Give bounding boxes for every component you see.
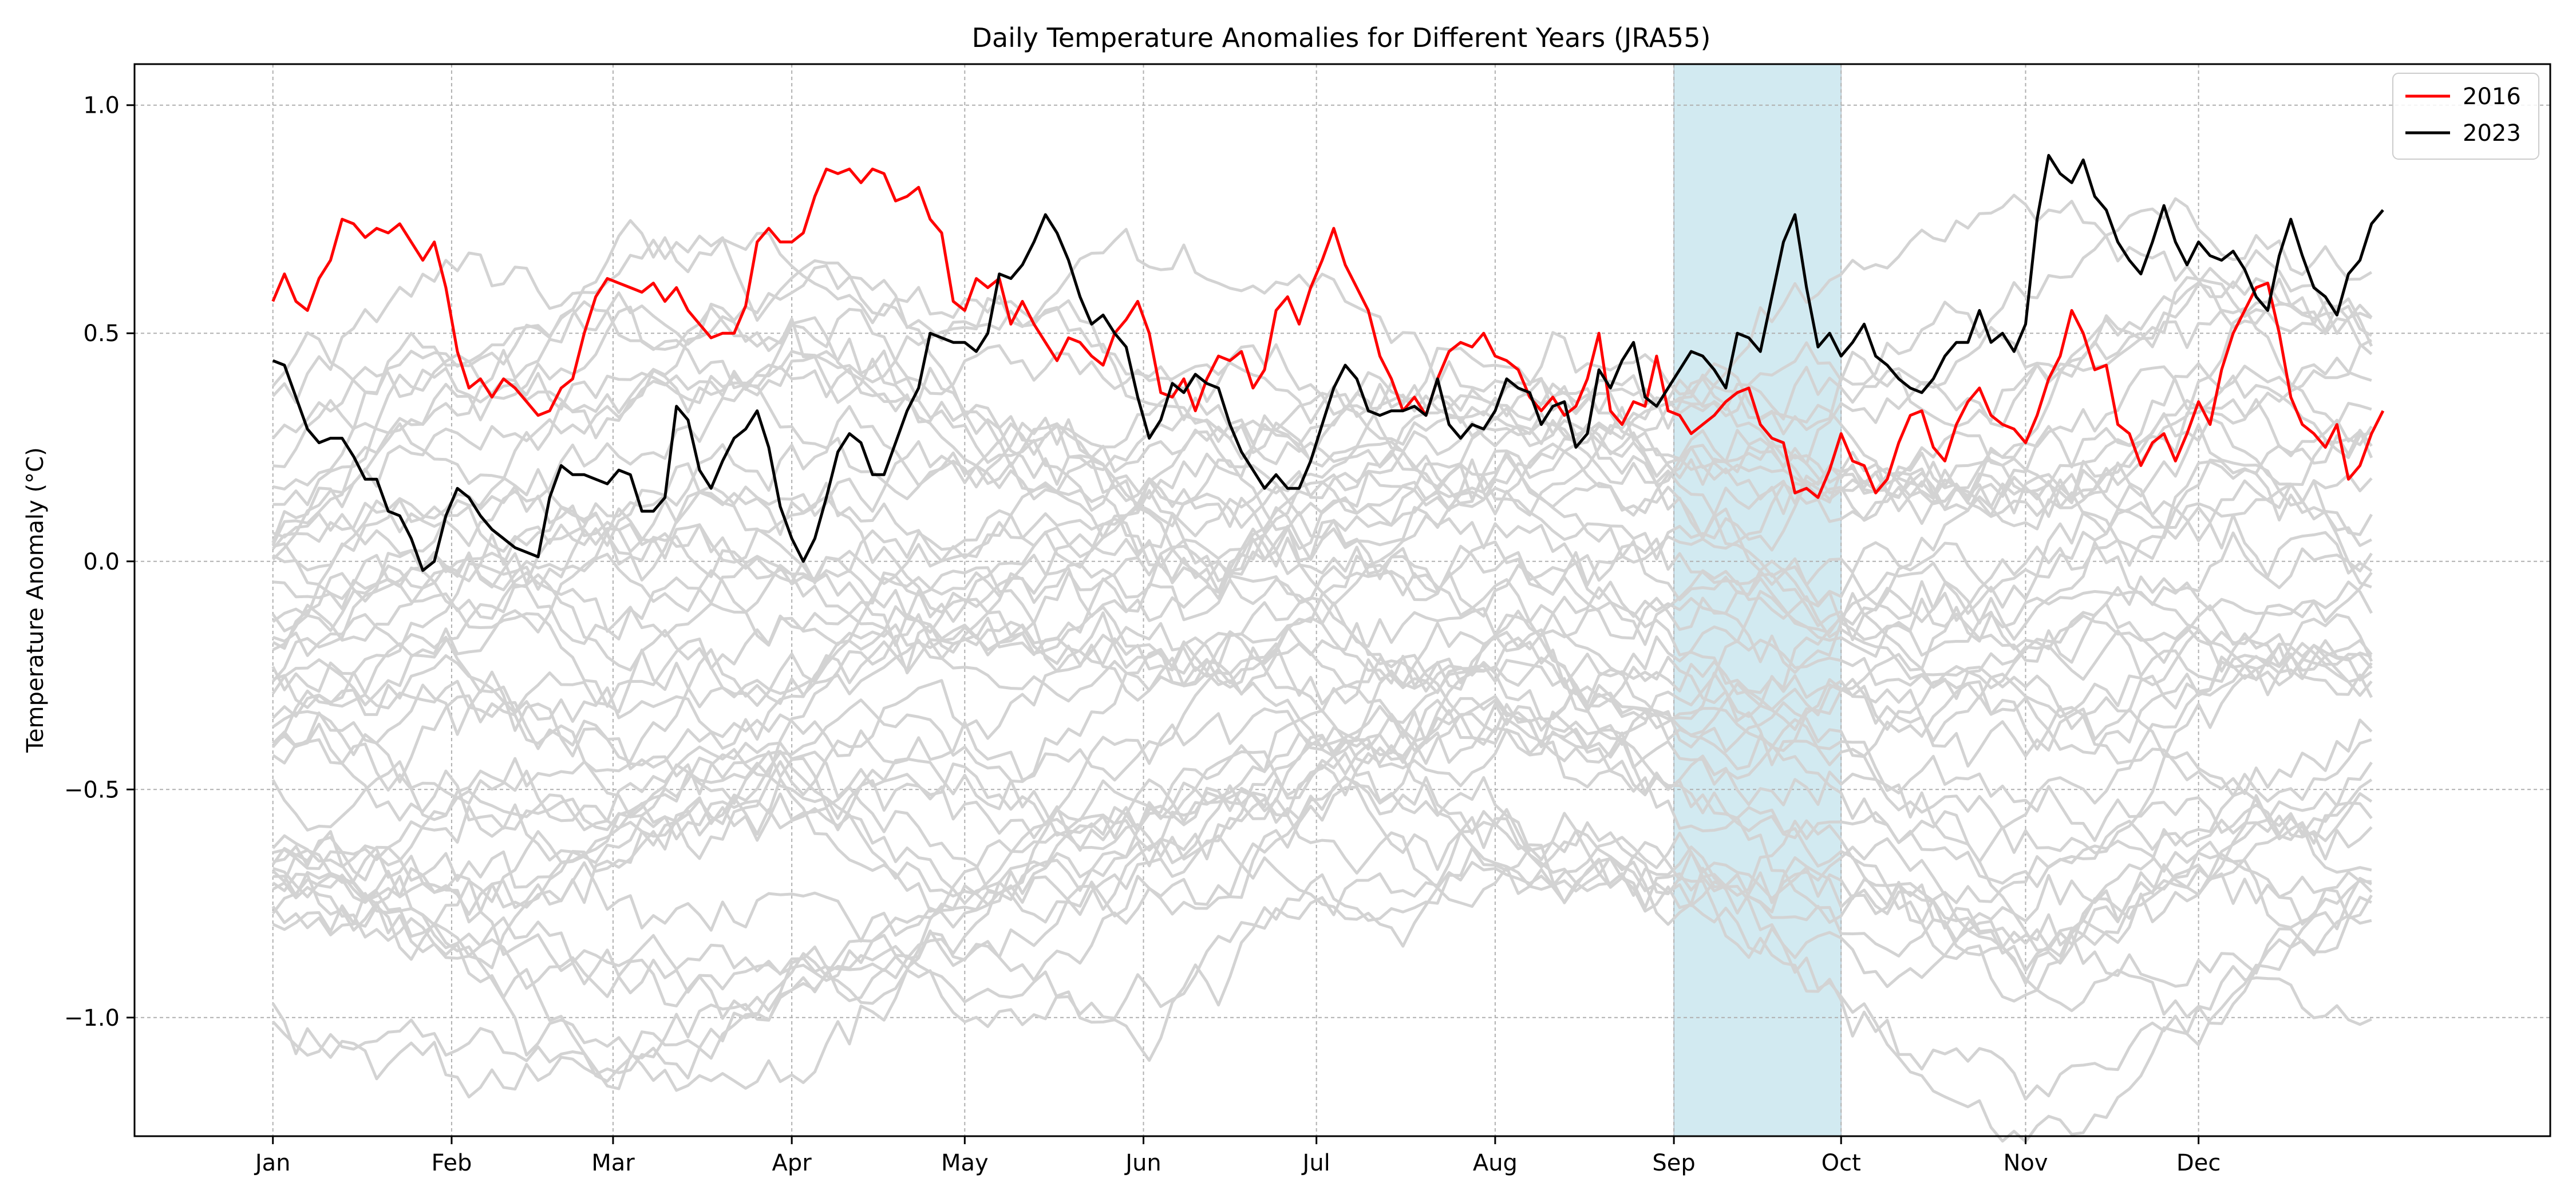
background-year-line	[272, 264, 2373, 468]
x-tick-label: Aug	[1473, 1150, 1518, 1176]
background-year-line	[271, 296, 2372, 517]
y-tick-label: 0.0	[83, 549, 120, 575]
x-tick-label: Mar	[591, 1150, 635, 1176]
background-year-line	[271, 544, 2373, 719]
background-year-line	[272, 613, 2373, 823]
x-tick-label: Apr	[772, 1150, 812, 1176]
background-year-line	[272, 315, 2372, 586]
x-tick-label: Jun	[1124, 1150, 1161, 1176]
background-year-line	[272, 533, 2373, 770]
legend-label-2023: 2023	[2463, 120, 2521, 147]
x-axis-ticks: Jan Feb Mar Apr May Jun Jul Aug Sep Oct Nov Dec	[254, 1136, 2221, 1176]
background-year-line	[272, 276, 2373, 491]
background-year-line	[272, 569, 2373, 763]
background-year-line	[271, 634, 2373, 924]
legend-label-2016: 2016	[2463, 84, 2521, 110]
background-year-line	[271, 197, 2373, 436]
x-tick-label: Sep	[1652, 1150, 1695, 1176]
background-year-line	[271, 812, 2373, 1144]
background-year-line	[271, 305, 2372, 546]
background-year-line	[271, 785, 2372, 1020]
background-year-line	[271, 624, 2373, 786]
background-year-line	[272, 422, 2373, 582]
y-tick-label: −1.0	[64, 1005, 120, 1031]
plot-background	[135, 64, 2550, 1136]
background-year-line	[271, 461, 2373, 640]
y-tick-label: −0.5	[64, 777, 120, 803]
x-tick-label: Jan	[254, 1150, 291, 1176]
highlight-year-lines	[271, 153, 2385, 572]
y-tick-label: 1.0	[83, 93, 120, 119]
x-tick-label: Jul	[1301, 1150, 1330, 1176]
x-tick-label: Dec	[2176, 1150, 2221, 1176]
y-axis-label: Temperature Anomaly (°C)	[22, 447, 49, 753]
series-line-2016	[271, 167, 2385, 499]
legend: 2016 2023	[2392, 73, 2539, 160]
background-year-line	[272, 600, 2373, 755]
x-tick-label: Nov	[2003, 1150, 2048, 1176]
background-year-line	[272, 697, 2373, 970]
background-year-line	[271, 193, 2373, 446]
background-year-line	[271, 611, 2373, 864]
background-year-line	[271, 816, 2372, 1101]
background-year-line	[271, 713, 2373, 1003]
background-year-line	[272, 776, 2372, 989]
plot-area	[133, 63, 2551, 1144]
background-year-line	[272, 450, 2373, 651]
plot-frame	[133, 63, 2551, 1137]
background-year-line	[271, 541, 2373, 711]
y-tick-label: 0.5	[83, 321, 120, 347]
background-year-lines	[271, 193, 2373, 1144]
background-year-line	[271, 750, 2372, 943]
background-year-line	[272, 458, 2373, 650]
x-tick-label: Oct	[1822, 1150, 1861, 1176]
background-year-line	[271, 374, 2372, 561]
series-line-2023	[272, 153, 2384, 572]
background-year-line	[272, 639, 2373, 881]
chart-title: Daily Temperature Anomalies for Differen…	[972, 22, 1711, 53]
y-axis-ticks: 1.0 0.5 0.0 −0.5 −1.0	[64, 93, 135, 1031]
x-tick-label: May	[941, 1150, 989, 1176]
x-tick-label: Feb	[432, 1150, 472, 1176]
background-year-line	[272, 412, 2372, 584]
